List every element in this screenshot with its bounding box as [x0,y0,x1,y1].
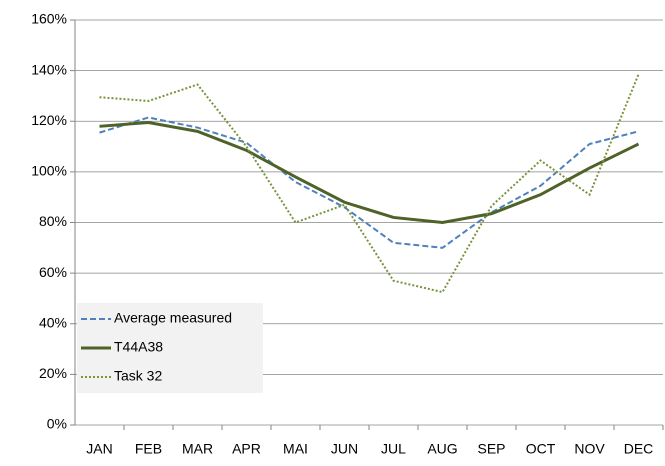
series-line [99,121,640,225]
x-tick-label: MAI [283,441,308,457]
x-tick-label: FEB [135,441,162,457]
x-tick-label: SEP [477,441,505,457]
legend-label: T44A38 [114,339,163,355]
x-tick-label: NOV [574,441,605,457]
x-tick-label: AUG [427,441,457,457]
y-tick-label: 120% [31,112,67,128]
x-tick-label: JUL [381,441,406,457]
x-tick-label: OCT [526,441,556,457]
legend-label: Task 32 [114,368,162,384]
y-tick-label: 60% [39,264,67,280]
x-tick-label: JUN [331,441,358,457]
legend-label: Average measured [114,310,232,326]
x-tick-label: JAN [86,441,112,457]
series-line [99,74,640,294]
y-tick-label: 80% [39,213,67,229]
x-tick-label: APR [232,441,261,457]
y-tick-label: 140% [31,61,67,77]
y-tick-label: 40% [39,314,67,330]
y-tick-label: 100% [31,163,67,179]
y-tick-label: 20% [39,365,67,381]
y-tick-label: 160% [31,11,67,27]
x-tick-label: MAR [182,441,213,457]
x-tick-label: DEC [624,441,654,457]
y-tick-label: 0% [47,416,67,432]
series-line [99,116,639,249]
